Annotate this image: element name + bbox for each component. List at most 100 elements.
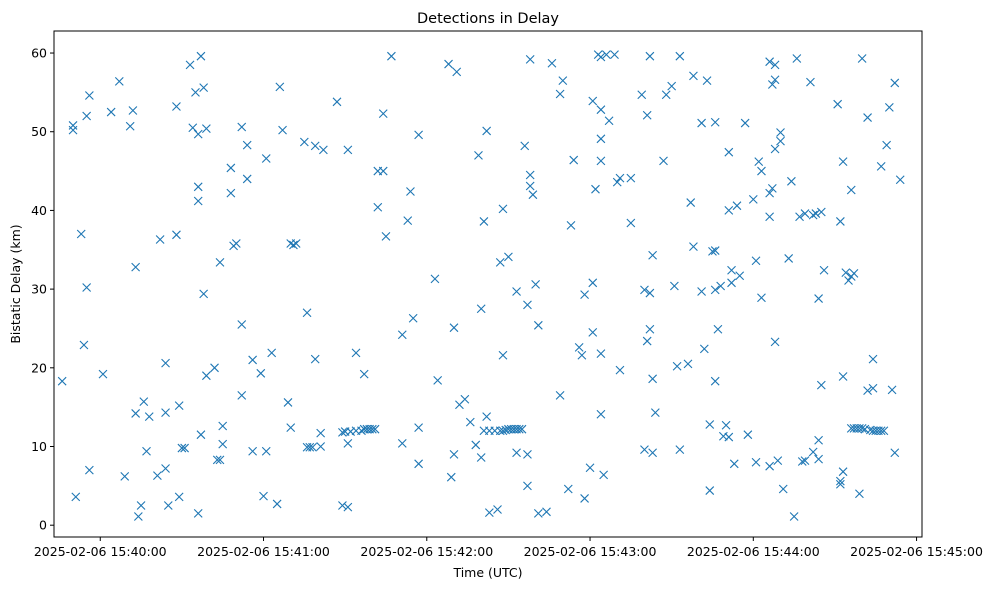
data-point [844,276,853,285]
data-point [863,386,872,396]
data-point [378,166,388,176]
data-point [724,147,734,157]
data-point [316,428,326,438]
data-point [721,420,731,430]
data-point [868,354,878,364]
data-point [482,126,492,136]
x-tick-label: 2025-02-06 15:41:00 [197,544,330,559]
data-point [770,337,780,347]
data-point [196,430,206,440]
data-point [686,198,696,207]
data-point [697,118,706,128]
data-point [242,174,252,184]
data-point [604,116,614,126]
data-point [795,212,804,222]
data-point [716,281,726,291]
data-point [667,81,677,91]
data-point [789,512,799,521]
data-point [357,426,366,436]
data-point [770,60,780,70]
data-point [381,232,391,241]
data-point [585,463,595,473]
data-point [498,426,508,436]
data-point [256,368,266,378]
data-point [863,113,872,122]
data-point [645,288,655,298]
data-point [699,344,709,354]
data-point [248,355,258,365]
data-point [318,145,328,155]
data-point [765,57,775,67]
data-point [596,409,606,419]
data-point [645,51,655,61]
data-point [316,442,326,451]
data-point [615,365,625,375]
x-tick-label: 2025-02-06 15:43:00 [524,544,657,559]
data-point [512,287,521,296]
data-point [84,465,94,475]
data-point [474,150,483,160]
data-point [343,145,353,155]
data-point [838,467,848,477]
data-point [757,293,766,303]
data-point [161,408,170,418]
data-point [577,350,587,360]
data-point [172,230,181,240]
data-point [547,58,557,68]
data-point [188,123,198,133]
data-point [272,499,282,509]
data-point [226,163,236,173]
data-point [242,140,252,150]
data-point [180,443,189,453]
data-point [710,117,720,127]
data-point [452,67,462,77]
data-point [261,446,271,456]
data-point [808,210,818,220]
data-point [882,140,892,150]
data-point [596,105,606,115]
data-point [648,448,658,458]
data-point [531,280,541,289]
data-point [155,235,165,244]
data-point [114,76,124,86]
data-point [133,512,143,521]
data-point [174,401,184,410]
data-point [610,50,619,59]
data-point [289,240,298,250]
data-point [237,320,247,329]
data-point [640,445,649,455]
data-point [596,156,606,166]
data-point [800,209,810,218]
data-point [626,218,636,228]
data-point [637,90,647,100]
data-point [71,492,81,502]
data-point [310,354,320,364]
data-point [144,412,154,421]
data-point [683,359,693,369]
data-point [767,80,777,89]
data-point [414,130,424,140]
data-point [248,446,258,456]
data-point [787,176,796,186]
data-point [857,54,867,63]
data-point [645,324,655,334]
data-point [735,271,745,281]
data-point [751,457,761,467]
data-point [267,348,277,358]
data-point [776,128,785,137]
data-point [332,97,342,107]
data-point [520,141,530,151]
data-point [237,122,247,132]
data-point [193,509,203,518]
x-tick-label: 2025-02-06 15:44:00 [687,544,820,559]
data-point [814,454,823,464]
data-point [757,166,766,176]
data-point [259,491,268,501]
data-point [697,287,706,296]
y-tick-label: 0 [39,518,47,533]
y-tick-label: 40 [31,203,47,218]
data-point [299,137,309,147]
data-point [612,177,622,187]
data-point [523,449,532,459]
data-point [163,501,173,510]
